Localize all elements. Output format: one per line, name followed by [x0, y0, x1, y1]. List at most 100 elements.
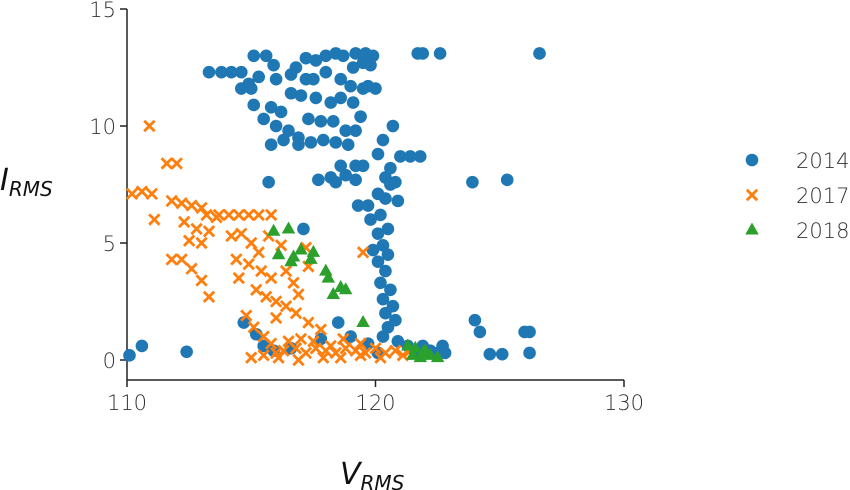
data-point [381, 248, 395, 261]
data-point [252, 70, 266, 84]
data-point [200, 208, 213, 222]
x-axis-label: VRMS [340, 457, 405, 490]
data-point [294, 332, 308, 346]
data-point [319, 49, 333, 63]
data-point [247, 321, 260, 334]
data-point [338, 282, 353, 295]
data-point [500, 173, 514, 187]
data-point [252, 246, 265, 259]
data-point [175, 253, 188, 266]
data-point [349, 124, 362, 137]
data-point [309, 91, 323, 105]
data-point [413, 350, 427, 363]
data-point [165, 253, 178, 266]
data-point [274, 105, 288, 119]
data-point [185, 262, 198, 275]
data-point [433, 47, 447, 60]
data-point [125, 187, 139, 201]
y-axis-label-sub: RMS [9, 177, 53, 201]
data-point [384, 283, 397, 297]
data-point [292, 353, 305, 367]
data-point [336, 49, 350, 63]
data-point [312, 173, 325, 187]
data-point [361, 199, 375, 212]
data-point [247, 49, 261, 63]
data-point [202, 65, 216, 79]
data-point [523, 325, 536, 339]
data-point [230, 253, 243, 266]
data-point [123, 349, 136, 362]
data-point [366, 243, 380, 257]
data-point [337, 332, 350, 346]
data-point [354, 110, 367, 123]
data-point [381, 320, 395, 334]
data-point [302, 112, 315, 126]
data-point [143, 119, 156, 133]
data-point [264, 138, 278, 152]
data-point [282, 335, 295, 348]
data-point [324, 96, 338, 109]
data-point [361, 79, 375, 93]
data-point [356, 315, 370, 328]
x-tick-label: 130 [604, 391, 644, 415]
x-ticks: 110 120 130 [107, 380, 644, 415]
data-point [371, 147, 385, 161]
data-point [148, 213, 161, 226]
data-point [264, 100, 278, 114]
x-tick-label: 110 [107, 391, 147, 415]
y-tick-label: 15 [89, 0, 116, 22]
data-point [314, 323, 328, 336]
data-point [269, 119, 283, 133]
data-point [259, 290, 273, 304]
data-point [244, 82, 258, 95]
data-point [282, 124, 295, 137]
data-point [523, 346, 536, 360]
data-point [292, 288, 305, 301]
data-point [401, 338, 415, 351]
data-point [259, 49, 273, 63]
legend: 2014 2017 2018 [745, 149, 849, 243]
data-point [235, 82, 248, 95]
data-point [364, 213, 377, 226]
data-point [438, 346, 452, 360]
data-point [294, 242, 308, 255]
data-point [396, 349, 410, 362]
data-point [304, 136, 318, 149]
data-point [334, 72, 348, 86]
data-point [379, 306, 392, 320]
data-point [269, 295, 283, 308]
data-point [371, 255, 385, 269]
data-point [307, 72, 320, 86]
data-point [309, 54, 323, 67]
data-point [413, 150, 427, 163]
data-point [391, 334, 405, 348]
data-point [170, 157, 183, 170]
x-axis-label-sub: RMS [361, 471, 405, 490]
data-point [376, 133, 390, 147]
y-axis-label: IRMS [0, 163, 53, 201]
data-point [257, 349, 270, 362]
legend-label: 2014 [796, 149, 849, 173]
legend-item-2014: 2014 [745, 149, 849, 173]
x-tick-label: 120 [355, 391, 395, 415]
data-point [321, 270, 336, 283]
data-point [386, 119, 400, 133]
series-2017 [125, 119, 417, 367]
data-point [466, 175, 479, 189]
data-point [232, 208, 246, 222]
data-point [495, 347, 509, 361]
data-point [339, 124, 352, 137]
data-point [269, 311, 283, 325]
data-point [279, 299, 293, 313]
data-point [371, 227, 385, 240]
data-point [264, 337, 278, 350]
data-point [334, 351, 347, 364]
data-point [242, 257, 255, 271]
data-point [235, 65, 248, 79]
data-point [389, 344, 402, 357]
data-point [317, 351, 330, 364]
y-tick-label: 5 [103, 232, 116, 256]
data-point [376, 292, 390, 306]
data-point [232, 271, 246, 285]
data-point [376, 239, 390, 252]
